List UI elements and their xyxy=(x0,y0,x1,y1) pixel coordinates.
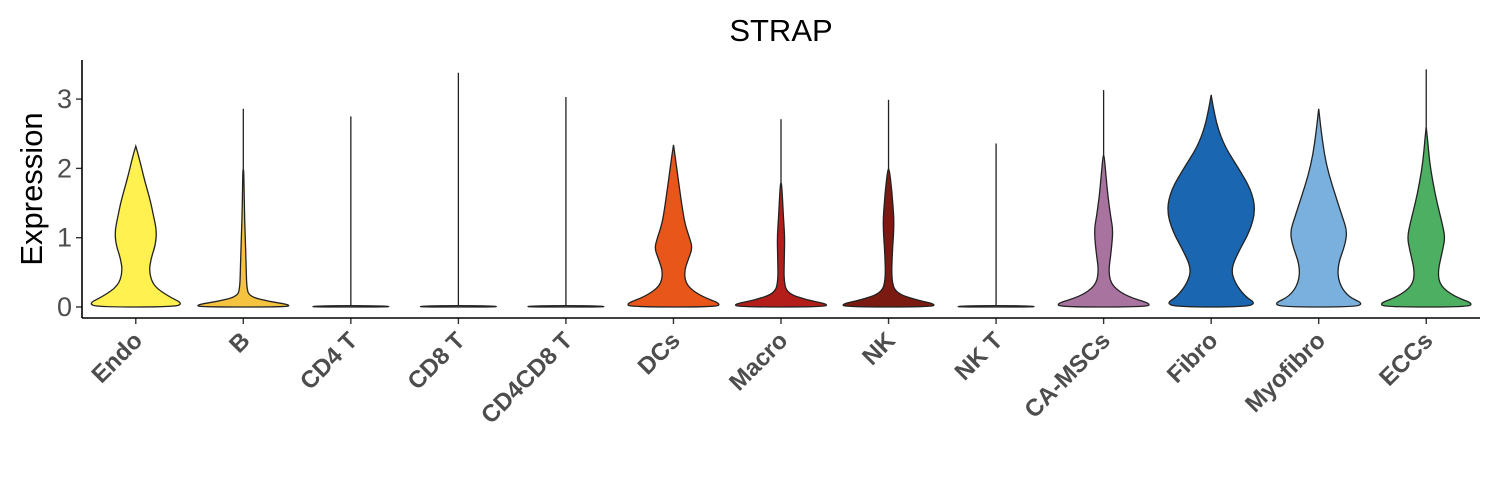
x-tick-label: Macro xyxy=(724,327,793,396)
violin-fibro xyxy=(1167,94,1255,308)
x-axis-ticks: Endo B CD4 T CD8 T CD4CD8 T DCs Macro NK NK T CA-… xyxy=(86,318,1438,429)
violin-macro xyxy=(734,181,828,308)
x-tick-label: B xyxy=(224,327,255,358)
x-tick-label: ECCs xyxy=(1374,327,1438,391)
x-tick-label: CA-MSCs xyxy=(1019,327,1115,423)
violin-endo xyxy=(90,143,181,308)
y-tick-label: 1 xyxy=(57,223,72,253)
violin-nk-t xyxy=(957,304,1035,308)
violin-eccs xyxy=(1380,126,1472,308)
x-tick-label: CD8 T xyxy=(403,327,471,395)
violin-b xyxy=(197,167,290,308)
x-tick-label: Fibro xyxy=(1162,327,1224,389)
violin-nk xyxy=(842,167,935,308)
y-axis-label: Expression xyxy=(14,112,49,265)
x-tick-label: NK T xyxy=(950,327,1009,386)
violin-ca-mscs xyxy=(1057,153,1150,308)
x-tick-label: CD4 T xyxy=(295,327,363,395)
chart-title: STRAP xyxy=(729,13,832,48)
violin-cd8-t xyxy=(420,304,497,308)
violin-layer xyxy=(90,69,1472,308)
y-tick-label: 0 xyxy=(57,292,72,322)
x-tick-label: Endo xyxy=(86,327,148,389)
violin-myofibro xyxy=(1276,108,1362,308)
violin-dcs xyxy=(627,144,720,308)
x-tick-label: Myofibro xyxy=(1240,327,1331,418)
x-tick-label: CD4CD8 T xyxy=(476,327,578,429)
x-tick-label: DCs xyxy=(633,327,686,380)
x-tick-label: NK xyxy=(857,327,901,371)
y-tick-label: 2 xyxy=(57,153,72,183)
y-axis-ticks: 0 1 2 3 xyxy=(57,84,82,322)
y-tick-label: 3 xyxy=(57,84,72,114)
violin-cd4-t xyxy=(312,304,390,308)
violin-cd4cd8-t xyxy=(527,304,605,308)
